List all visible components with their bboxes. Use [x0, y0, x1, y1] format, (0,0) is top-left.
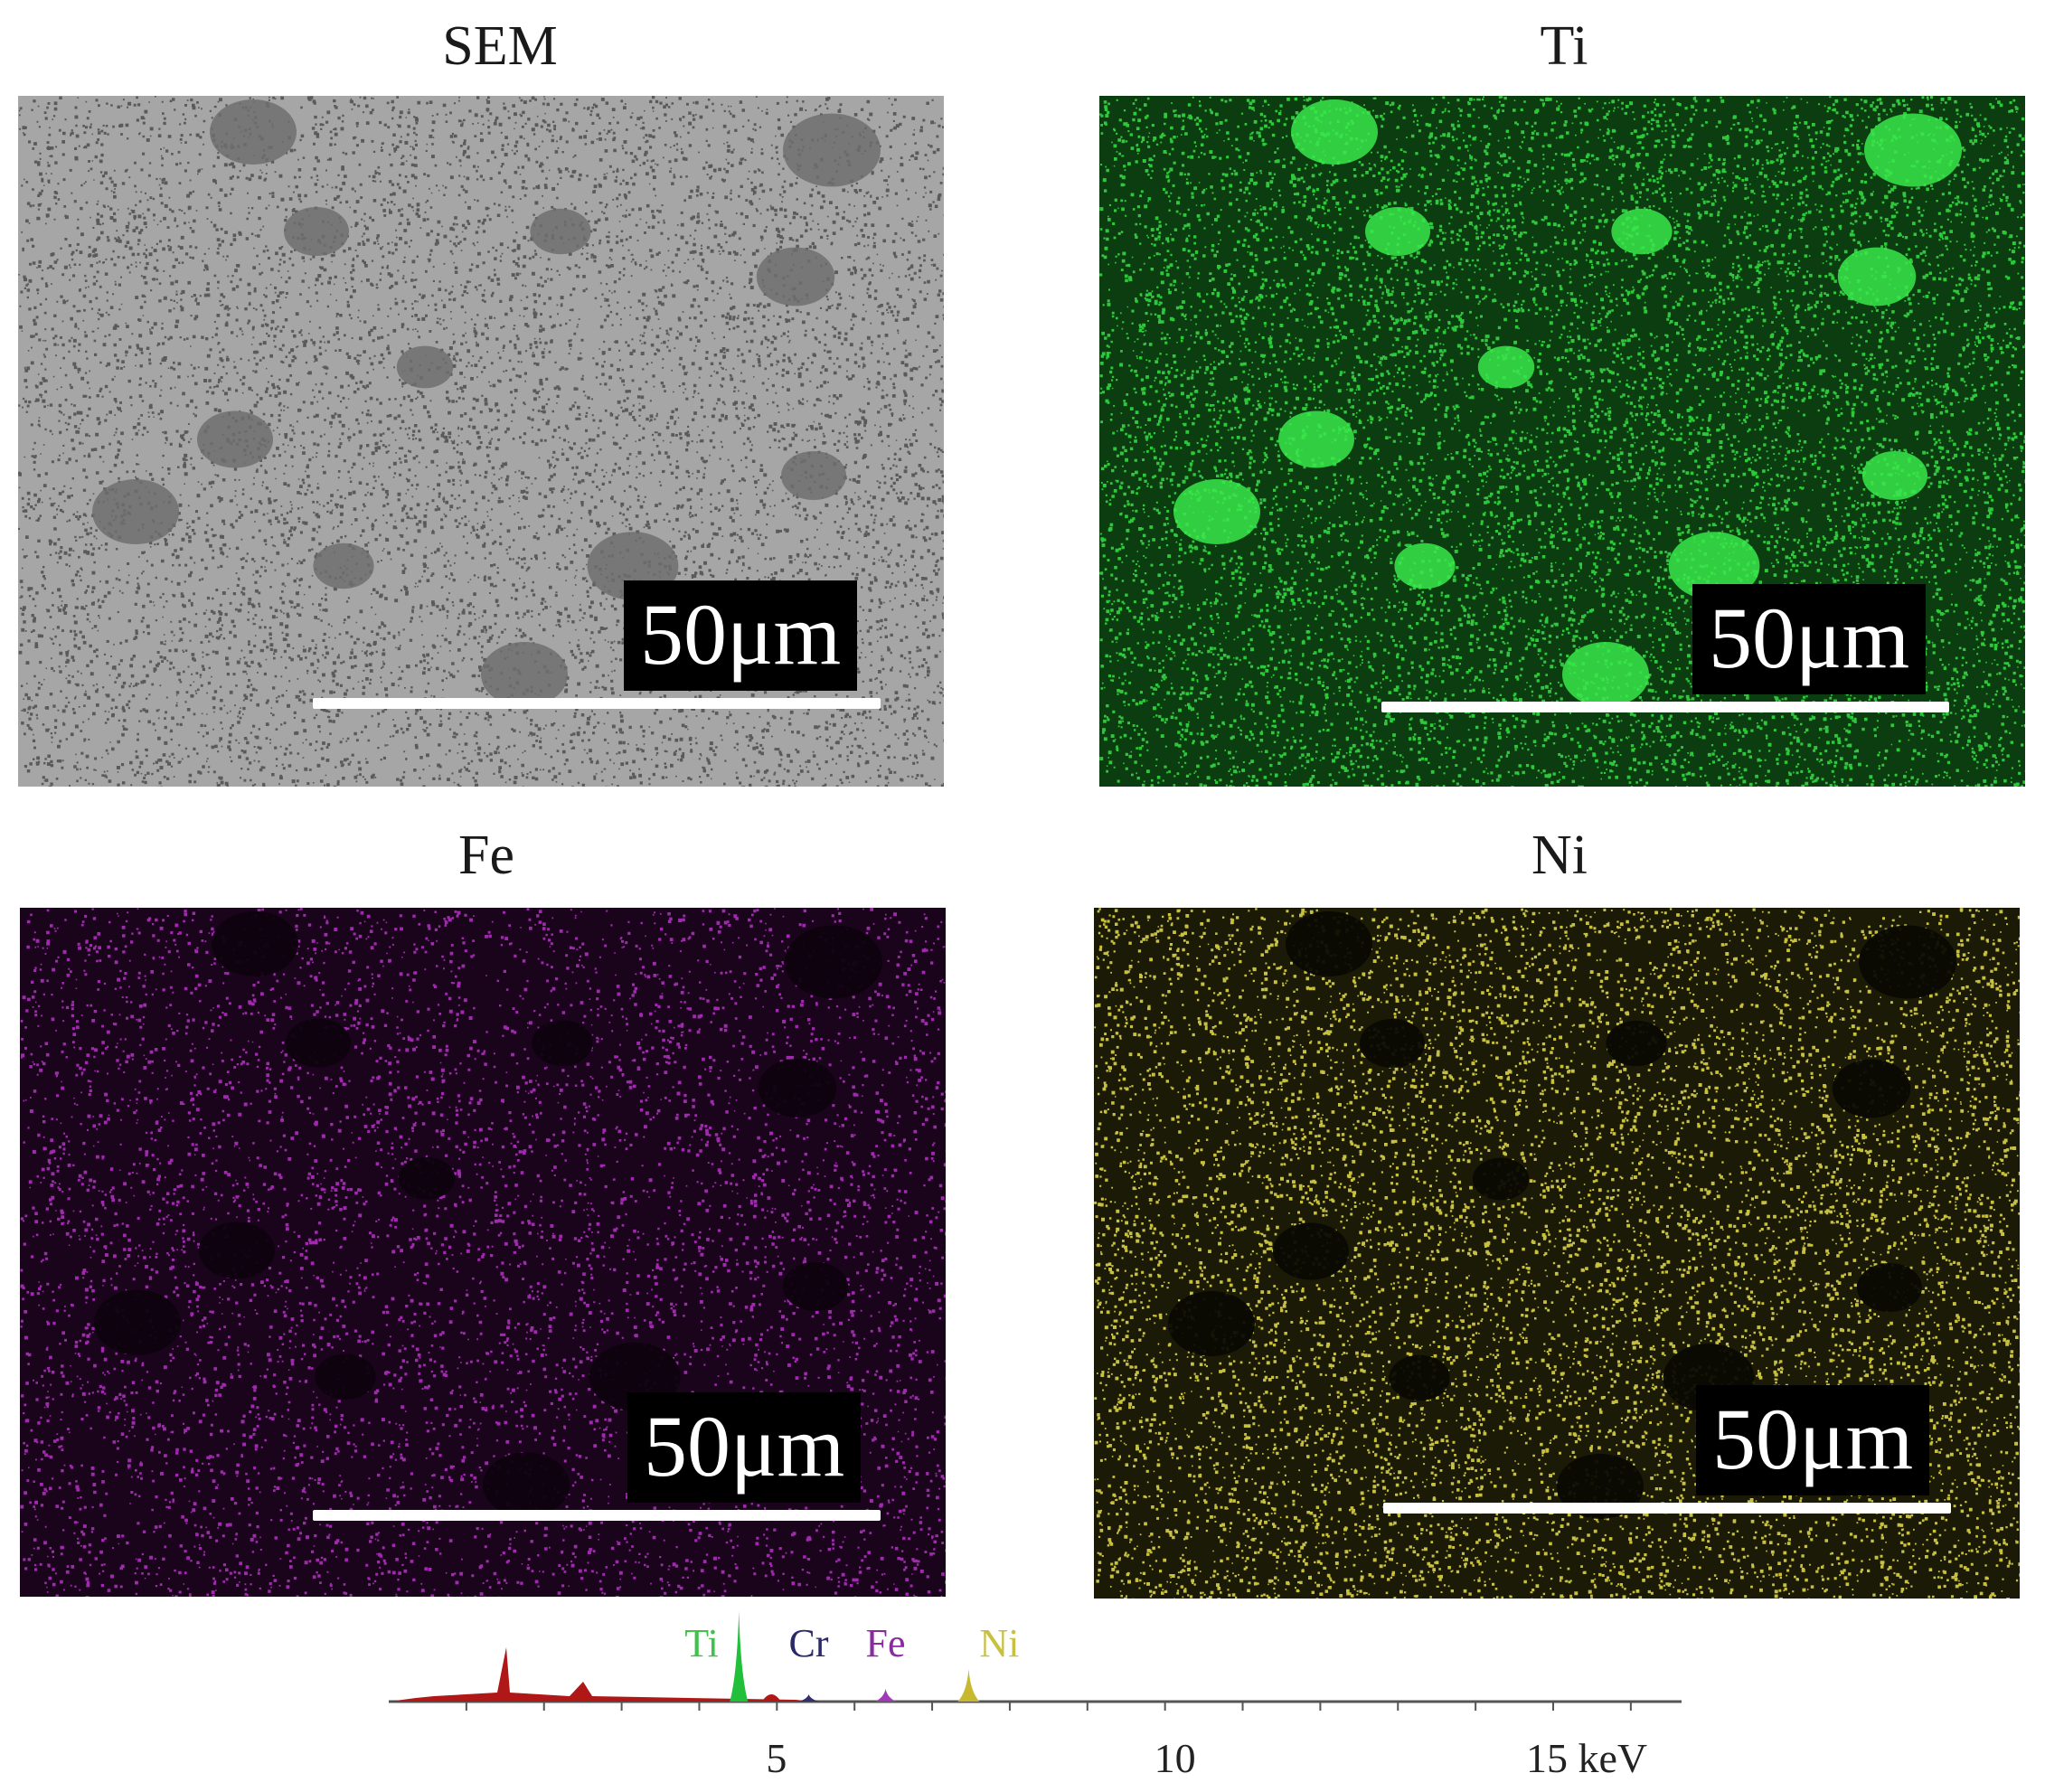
- cr-peak-label: Cr: [789, 1621, 829, 1665]
- fe-panel-title: Fe: [458, 825, 514, 886]
- ti-peak: [730, 1611, 749, 1702]
- fe-elemental-map: [20, 908, 946, 1597]
- cr-peak: [797, 1694, 820, 1702]
- spectrum-axis: [389, 1647, 1682, 1711]
- ni-panel-title: Ni: [1531, 825, 1588, 886]
- ti-peak-label: Ti: [684, 1621, 719, 1665]
- ni-scale-bar: [1383, 1503, 1951, 1514]
- sem-scale-label: 50μm: [624, 580, 858, 691]
- sem-scale-bar: [313, 698, 881, 709]
- fe-peak-label: Fe: [866, 1621, 906, 1665]
- spectrum-tick-labels: 5 10 15 keV: [766, 1735, 1647, 1781]
- sem-panel-title: SEM: [442, 15, 558, 77]
- spectrum-tick-label: 5: [766, 1735, 787, 1781]
- fe-scale-label: 50μm: [627, 1392, 862, 1503]
- spectrum-low-energy-peaks: [389, 1647, 814, 1702]
- ti-elemental-map: [1099, 96, 2025, 787]
- ni-peak-label: Ni: [979, 1621, 1019, 1665]
- spectrum-peak-labels: Ti Cr Fe Ni: [684, 1621, 1019, 1665]
- eds-spectrum: Ti Cr Fe Ni 5 10 15 keV: [389, 1611, 1682, 1781]
- fe-scale-bar: [313, 1510, 881, 1521]
- spectrum-tick-label: 10: [1154, 1735, 1196, 1781]
- ni-scale-label: 50μm: [1696, 1385, 1930, 1495]
- spectrum-minor-peak: [761, 1694, 781, 1702]
- ti-scale-label: 50μm: [1692, 584, 1927, 694]
- ni-peak: [957, 1669, 980, 1702]
- spectrum-tick-label: 15 keV: [1526, 1735, 1647, 1781]
- fe-peak: [874, 1689, 897, 1702]
- ti-panel-title: Ti: [1540, 15, 1588, 77]
- spectrum-peaks: [730, 1611, 980, 1702]
- ti-scale-bar: [1381, 702, 1949, 712]
